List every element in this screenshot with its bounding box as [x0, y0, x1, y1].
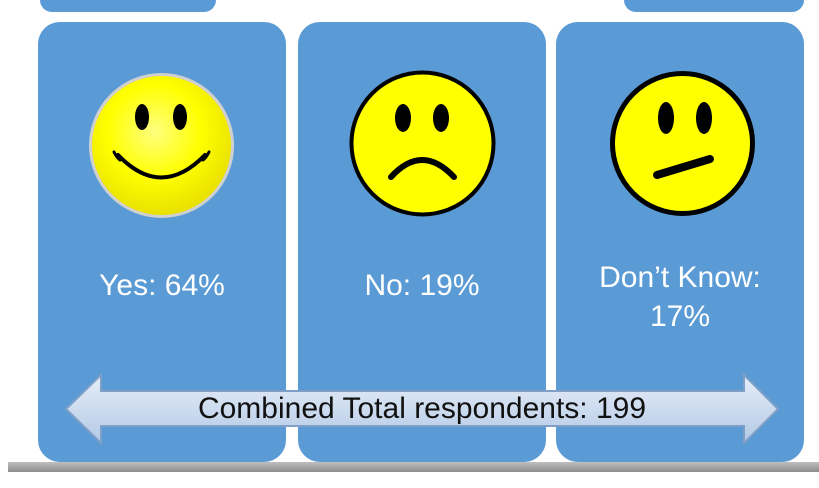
total-respondents-text: Combined Total respondents: 199 [197, 392, 647, 425]
top-tab-right [624, 0, 804, 12]
label-yes: Yes: 64% [99, 269, 225, 302]
top-tab-left [40, 0, 216, 12]
label-no: No: 19% [364, 269, 480, 302]
bottom-divider [8, 462, 819, 472]
happy-face-icon [89, 73, 234, 218]
label-dont-know: Don’t Know: [599, 261, 761, 294]
label-dont-know-value: 17% [649, 300, 711, 333]
sad-face-icon [349, 70, 496, 217]
neutral-face-icon [610, 71, 755, 216]
